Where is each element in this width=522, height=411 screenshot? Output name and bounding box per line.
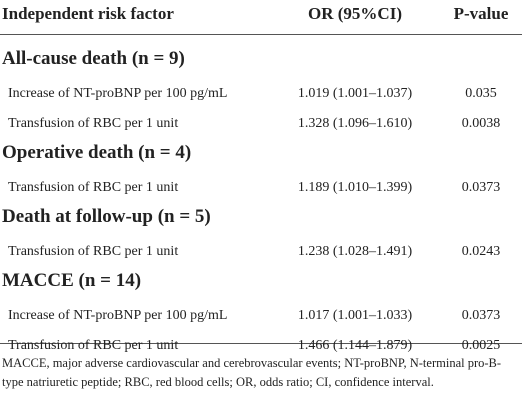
p-value: 0.0025 <box>461 338 501 353</box>
p-value: 0.0373 <box>461 180 501 195</box>
risk-factor: Increase of NT-proBNP per 100 pg/mL <box>8 308 228 323</box>
group-title: MACCE (n = 14) <box>2 270 142 291</box>
odds-ratio: 1.019 (1.001–1.037) <box>297 86 413 101</box>
column-header: Independent risk factor <box>2 4 174 23</box>
p-value: 0.035 <box>465 86 497 101</box>
risk-factor: Transfusion of RBC per 1 unit <box>8 180 179 195</box>
odds-ratio: 1.466 (1.144–1.879) <box>297 338 413 353</box>
risk-factor: Transfusion of RBC per 1 unit <box>8 116 179 131</box>
p-value: 0.0038 <box>461 116 501 131</box>
risk-factor: Increase of NT-proBNP per 100 pg/mL <box>8 86 228 101</box>
bottom-rule <box>0 343 522 344</box>
p-value: 0.0243 <box>461 244 501 259</box>
group-title: Operative death (n = 4) <box>2 142 192 163</box>
footnote: MACCE, major adverse cardiovascular and … <box>2 356 502 389</box>
odds-ratio: 1.328 (1.096–1.610) <box>297 116 413 131</box>
odds-ratio: 1.189 (1.010–1.399) <box>297 180 413 195</box>
odds-ratio: 1.238 (1.028–1.491) <box>297 244 413 259</box>
header-rule <box>0 34 522 35</box>
risk-factor: Transfusion of RBC per 1 unit <box>8 244 179 259</box>
group-title: Death at follow-up (n = 5) <box>2 206 211 227</box>
group-title: All-cause death (n = 9) <box>2 48 185 69</box>
column-header: P-value <box>453 4 509 23</box>
p-value: 0.0373 <box>461 308 501 323</box>
odds-ratio: 1.017 (1.001–1.033) <box>297 308 413 323</box>
column-header: OR (95%CI) <box>308 4 402 23</box>
risk-factor: Transfusion of RBC per 1 unit <box>8 338 179 353</box>
